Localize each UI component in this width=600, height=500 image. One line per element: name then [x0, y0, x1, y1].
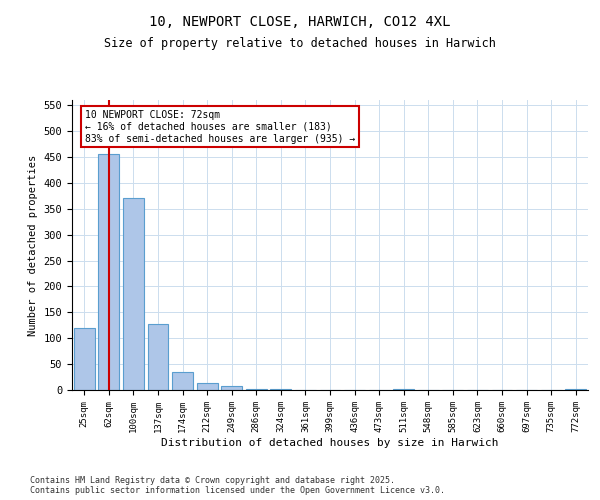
- Text: Size of property relative to detached houses in Harwich: Size of property relative to detached ho…: [104, 38, 496, 51]
- X-axis label: Distribution of detached houses by size in Harwich: Distribution of detached houses by size …: [161, 438, 499, 448]
- Bar: [197, 384, 218, 390]
- Bar: [123, 198, 144, 390]
- Bar: [221, 386, 242, 390]
- Text: 10, NEWPORT CLOSE, HARWICH, CO12 4XL: 10, NEWPORT CLOSE, HARWICH, CO12 4XL: [149, 15, 451, 29]
- Bar: [74, 328, 95, 390]
- Bar: [148, 324, 169, 390]
- Bar: [172, 372, 193, 390]
- Bar: [246, 389, 267, 390]
- Text: 10 NEWPORT CLOSE: 72sqm
← 16% of detached houses are smaller (183)
83% of semi-d: 10 NEWPORT CLOSE: 72sqm ← 16% of detache…: [85, 110, 355, 144]
- Bar: [393, 389, 414, 390]
- Text: Contains HM Land Registry data © Crown copyright and database right 2025.
Contai: Contains HM Land Registry data © Crown c…: [30, 476, 445, 495]
- Y-axis label: Number of detached properties: Number of detached properties: [28, 154, 38, 336]
- Bar: [565, 389, 586, 390]
- Bar: [98, 154, 119, 390]
